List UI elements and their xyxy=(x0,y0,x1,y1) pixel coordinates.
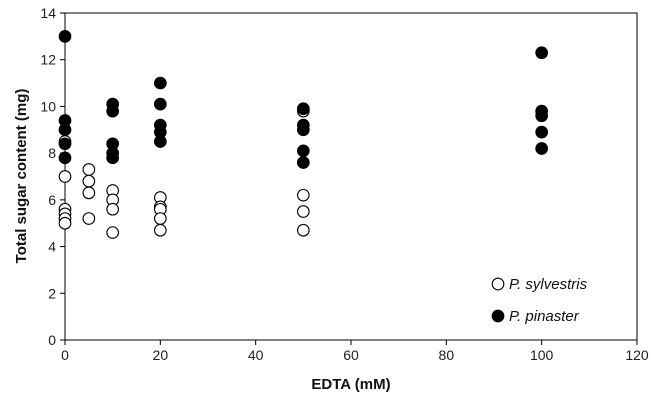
point-p-sylvestris xyxy=(296,205,310,218)
legend: P. sylvestris P. pinaster xyxy=(491,276,588,325)
x-tick-label: 120 xyxy=(625,347,649,363)
y-axis: 0 2 4 6 8 10 12 14 xyxy=(40,5,65,348)
legend-label-p-pinaster: P. pinaster xyxy=(509,308,580,325)
point-p-sylvestris xyxy=(58,170,72,183)
y-tick-label: 8 xyxy=(48,145,56,161)
point-p-sylvestris xyxy=(82,174,96,188)
y-tick-label: 0 xyxy=(48,332,56,348)
y-axis-title: Total sugar content (mg) xyxy=(13,89,30,264)
point-p-sylvestris xyxy=(296,223,310,237)
point-p-pinaster xyxy=(296,102,310,116)
point-p-sylvestris xyxy=(58,216,72,230)
point-p-sylvestris xyxy=(106,202,120,216)
point-p-pinaster xyxy=(58,123,72,137)
x-axis: 0 20 40 60 80 100 120 xyxy=(61,340,649,363)
point-p-pinaster xyxy=(296,144,310,158)
y-tick-label: 12 xyxy=(40,52,56,68)
point-p-pinaster xyxy=(106,151,120,165)
y-tick-label: 10 xyxy=(40,98,56,114)
x-tick-label: 60 xyxy=(343,347,359,363)
y-tick-label: 6 xyxy=(48,192,56,208)
x-tick-label: 0 xyxy=(61,347,69,363)
point-p-pinaster xyxy=(535,109,549,123)
point-p-sylvestris xyxy=(296,188,310,202)
point-p-sylvestris xyxy=(82,212,96,225)
point-p-sylvestris xyxy=(82,163,96,176)
point-p-sylvestris xyxy=(106,226,120,239)
point-p-sylvestris xyxy=(153,223,167,237)
point-p-pinaster xyxy=(296,156,310,169)
point-p-pinaster xyxy=(153,76,167,90)
x-tick-label: 100 xyxy=(530,347,554,363)
x-tick-label: 20 xyxy=(153,347,169,363)
point-p-pinaster xyxy=(535,46,549,60)
point-p-sylvestris xyxy=(82,186,96,200)
point-p-pinaster xyxy=(296,123,310,137)
x-tick-label: 40 xyxy=(248,347,264,363)
point-p-pinaster xyxy=(153,97,167,111)
y-tick-label: 4 xyxy=(48,239,56,255)
point-p-pinaster xyxy=(106,104,120,118)
point-p-pinaster xyxy=(58,137,72,151)
point-p-pinaster xyxy=(58,30,72,43)
legend-marker-p-sylvestris xyxy=(491,277,505,291)
x-tick-label: 80 xyxy=(439,347,455,363)
y-tick-label: 2 xyxy=(48,285,56,301)
x-axis-title: EDTA (mM) xyxy=(311,376,390,393)
y-tick-label: 14 xyxy=(40,5,56,21)
point-p-pinaster xyxy=(535,142,549,155)
legend-marker-p-pinaster xyxy=(491,309,505,323)
point-p-pinaster xyxy=(58,151,72,165)
point-p-pinaster xyxy=(153,135,167,148)
legend-label-p-sylvestris: P. sylvestris xyxy=(509,276,588,293)
data-points xyxy=(58,30,549,239)
point-p-sylvestris xyxy=(153,212,167,225)
point-p-pinaster xyxy=(535,125,549,139)
